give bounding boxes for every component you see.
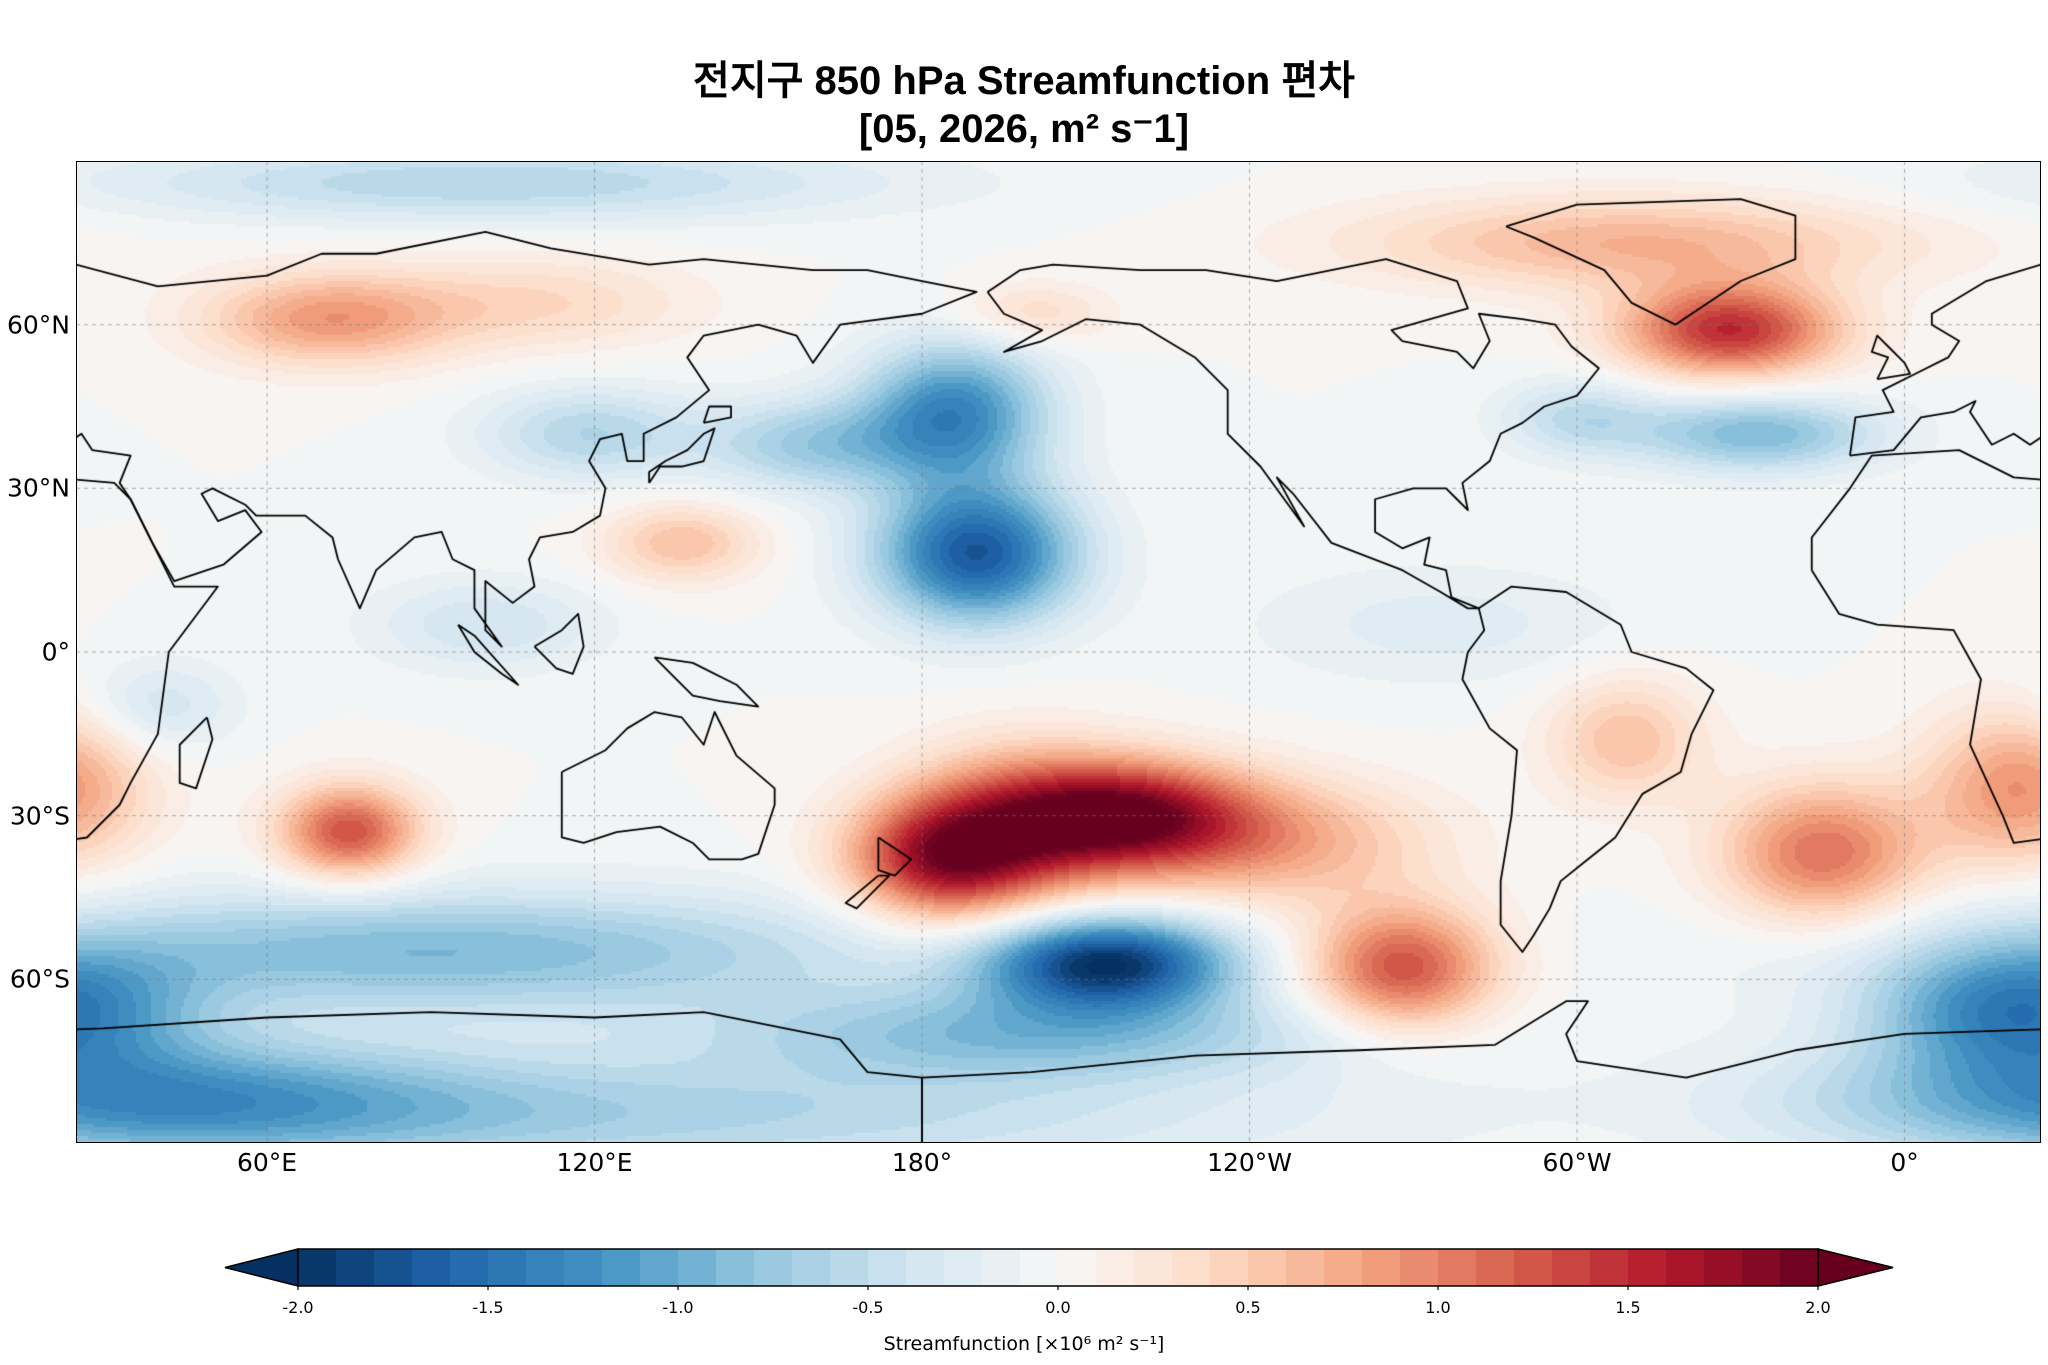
chart-title-line2: [05, 2026, m² s⁻1] <box>858 107 1190 151</box>
colorbar-segment <box>1704 1249 1743 1286</box>
colorbar-segment <box>1020 1249 1059 1286</box>
colorbar-extend-max <box>1817 1248 1894 1287</box>
colorbar-segment <box>1324 1249 1363 1286</box>
colorbar-segment <box>488 1249 527 1286</box>
colorbar-segment <box>1134 1249 1173 1286</box>
colorbar-segment <box>1438 1249 1477 1286</box>
map-frame <box>76 161 2041 1143</box>
lon-tick-label: 180° <box>891 1148 953 1177</box>
colorbar-segment <box>1742 1249 1781 1286</box>
lat-tick-label: 60°N <box>6 310 70 340</box>
colorbar-tick-label: 0.0 <box>1045 1298 1071 1317</box>
lat-tick-label: 0° <box>41 637 70 667</box>
lon-tick-label: 120°E <box>556 1148 633 1177</box>
colorbar-segment <box>830 1249 869 1286</box>
colorbar-segment <box>1476 1249 1515 1286</box>
lon-tick-label: 60°E <box>236 1148 298 1177</box>
colorbar-segment <box>944 1249 983 1286</box>
lon-tick-label: 0° <box>1890 1148 1919 1177</box>
colorbar-tick-label: 2.0 <box>1805 1298 1831 1317</box>
colorbar-segment <box>1590 1249 1629 1286</box>
colorbar-segment <box>1400 1249 1439 1286</box>
chart-title-line1: 전지구 850 hPa Streamfunction 편차 <box>693 59 1355 103</box>
colorbar-segment <box>412 1249 451 1286</box>
colorbar-segment <box>1248 1249 1287 1286</box>
colorbar-segment <box>792 1249 831 1286</box>
colorbar-segment <box>602 1249 641 1286</box>
colorbar-tick-label: -2.0 <box>282 1298 314 1317</box>
colorbar-segment <box>716 1249 755 1286</box>
colorbar-segment <box>1362 1249 1401 1286</box>
lat-tick-label: 60°S <box>9 964 70 994</box>
colorbar-segment <box>374 1249 413 1286</box>
colorbar-label: Streamfunction [×10⁶ m² s⁻¹] <box>883 1333 1165 1355</box>
colorbar-tick-label: 0.5 <box>1235 1298 1261 1317</box>
colorbar-tick-label: -0.5 <box>852 1298 884 1317</box>
colorbar-segment <box>1286 1249 1325 1286</box>
lon-tick-label: 60°W <box>1542 1148 1612 1177</box>
colorbar-segment <box>1514 1249 1553 1286</box>
colorbar-segment <box>298 1249 337 1286</box>
colorbar-segment <box>1172 1249 1211 1286</box>
streamfunction-map <box>76 161 2041 1143</box>
colorbar <box>224 1248 1894 1290</box>
colorbar-segment <box>640 1249 679 1286</box>
colorbar-segment <box>982 1249 1021 1286</box>
colorbar-segment <box>678 1249 717 1286</box>
colorbar-segment <box>1780 1249 1819 1286</box>
colorbar-segment <box>868 1249 907 1286</box>
colorbar-tick-label: -1.0 <box>662 1298 694 1317</box>
colorbar-segment <box>526 1249 565 1286</box>
lon-tick-label: 120°W <box>1207 1148 1292 1177</box>
colorbar-segment <box>1552 1249 1591 1286</box>
colorbar-segment <box>564 1249 603 1286</box>
colorbar-extend-min <box>224 1248 299 1287</box>
colorbar-tick-label: 1.5 <box>1615 1298 1641 1317</box>
colorbar-segment <box>1096 1249 1135 1286</box>
colorbar-segment <box>450 1249 489 1286</box>
colorbar-segment <box>906 1249 945 1286</box>
colorbar-tick-label: -1.5 <box>472 1298 504 1317</box>
colorbar-segment <box>336 1249 375 1286</box>
lat-tick-label: 30°S <box>9 801 70 831</box>
colorbar-segment <box>1210 1249 1249 1286</box>
colorbar-segment <box>754 1249 793 1286</box>
colorbar-segment <box>1666 1249 1705 1286</box>
colorbar-tick-label: 1.0 <box>1425 1298 1451 1317</box>
colorbar-segment <box>1058 1249 1097 1286</box>
colorbar-segment <box>1628 1249 1667 1286</box>
lat-tick-label: 30°N <box>6 473 70 503</box>
